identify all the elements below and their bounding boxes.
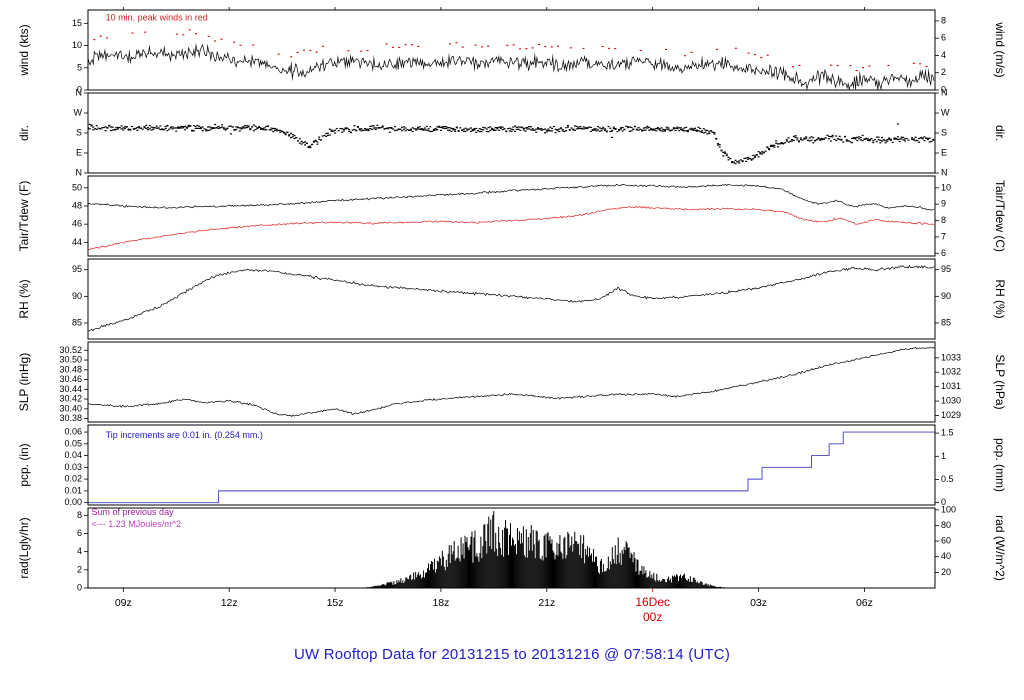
dir-left-axis-label: dir. bbox=[17, 124, 31, 142]
temp-left-axis-label: Tair/Tdew (F) bbox=[17, 180, 31, 252]
figure-title: UW Rooftop Data for 20131215 to 20131216… bbox=[293, 646, 731, 663]
rh-left-axis-label: RH (%) bbox=[17, 279, 31, 319]
rad-left-axis-label: rad(Lgly/hr) bbox=[17, 517, 31, 579]
temp-right-axis-label: Tair/Tdew (C) bbox=[993, 179, 1007, 253]
rad-right-axis-label: rad (W/m^2) bbox=[993, 515, 1007, 581]
slp-right-axis-label: SLP (hPa) bbox=[993, 354, 1007, 410]
dir-right-axis-label: dir. bbox=[993, 124, 1007, 142]
wind-left-axis-label: wind (kts) bbox=[17, 24, 31, 76]
wind-right-axis-label: wind (m/s) bbox=[993, 22, 1007, 78]
slp-left-axis-label: SLP (inHg) bbox=[17, 352, 31, 412]
meteogram-canvas bbox=[0, 0, 1024, 648]
pcp-right-axis-label: pcp. (mm) bbox=[993, 438, 1007, 492]
rh-right-axis-label: RH (%) bbox=[993, 279, 1007, 319]
pcp-left-axis-label: pcp. (in) bbox=[17, 443, 31, 487]
